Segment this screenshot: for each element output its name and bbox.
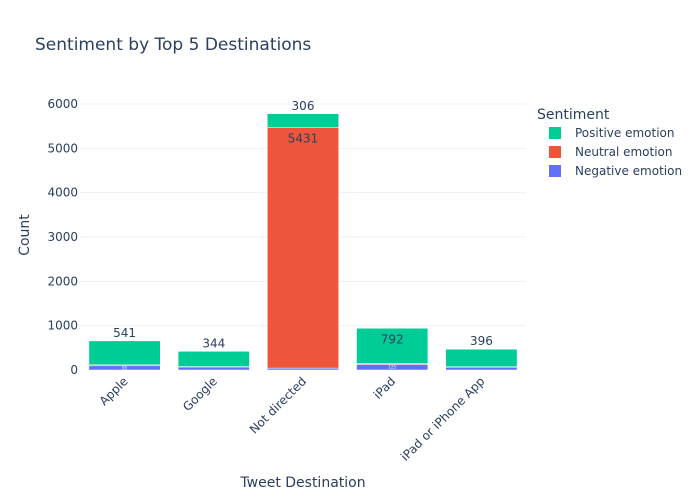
y-tick-label: 2000 xyxy=(47,274,78,288)
legend-title: Sentiment xyxy=(537,107,610,123)
y-tick-label: 1000 xyxy=(47,319,78,333)
legend-entry-positive-emotion[interactable]: Positive emotion xyxy=(575,126,674,140)
y-tick-label: 0 xyxy=(70,363,78,377)
x-tick-label: iPad xyxy=(371,374,399,402)
bar-negative-emotion-not-directed[interactable] xyxy=(267,367,339,371)
bar-negative-emotion-google[interactable] xyxy=(177,366,250,371)
bar-positive-emotion-ipad-or-iphone-app[interactable] xyxy=(445,348,518,368)
x-axis-ticks: Apple Google Not directed iPad iPad or iPhon… xyxy=(97,374,488,464)
data-label-negative-emotion-apple: 95 xyxy=(122,365,128,370)
y-tick-label: 3000 xyxy=(47,230,78,244)
data-label-positive-emotion-not-directed: 306 xyxy=(292,99,315,113)
data-label-neutral-emotion-not-directed: 5431 xyxy=(288,131,319,145)
x-tick-label: Not directed xyxy=(247,374,309,436)
legend-entry-neutral-emotion[interactable]: Neutral emotion xyxy=(575,145,673,159)
bar-negative-emotion-ipad-or-iphone-app[interactable] xyxy=(445,366,518,371)
legend-swatch-negative-emotion[interactable] xyxy=(549,165,561,177)
bar-positive-emotion-ipad[interactable] xyxy=(356,328,429,364)
y-tick-label: 6000 xyxy=(47,97,78,111)
x-tick-label: Google xyxy=(180,374,220,414)
legend-swatch-positive-emotion[interactable] xyxy=(549,127,561,139)
data-label-negative-emotion-ipad: 125 xyxy=(388,365,396,370)
y-tick-label: 4000 xyxy=(47,186,78,200)
bars: 955416834443543130612579263396 xyxy=(88,99,518,371)
y-axis-ticks: 0 1000 2000 3000 4000 5000 6000 xyxy=(47,97,78,377)
legend[interactable]: Sentiment Positive emotion Neutral emotio… xyxy=(537,107,682,178)
data-label-positive-emotion-ipad-or-iphone-app: 396 xyxy=(470,334,493,348)
y-tick-label: 5000 xyxy=(47,141,78,155)
bar-positive-emotion-apple[interactable] xyxy=(88,340,161,366)
data-label-positive-emotion-google: 344 xyxy=(202,336,225,350)
legend-swatch-neutral-emotion[interactable] xyxy=(549,146,561,158)
bar-positive-emotion-google[interactable] xyxy=(177,351,250,367)
x-axis-label: Tweet Destination xyxy=(239,475,365,491)
x-tick-label: Apple xyxy=(97,374,131,408)
bar-neutral-emotion-not-directed[interactable] xyxy=(267,127,339,369)
data-label-positive-emotion-apple: 541 xyxy=(113,326,136,340)
y-axis-label: Count xyxy=(17,214,33,256)
legend-entry-negative-emotion[interactable]: Negative emotion xyxy=(575,164,682,178)
x-tick-label: iPad or iPhone App xyxy=(398,374,488,464)
bar-positive-emotion-not-directed[interactable] xyxy=(267,113,339,128)
chart-title: Sentiment by Top 5 Destinations xyxy=(35,35,311,55)
data-label-positive-emotion-ipad: 792 xyxy=(381,332,404,346)
